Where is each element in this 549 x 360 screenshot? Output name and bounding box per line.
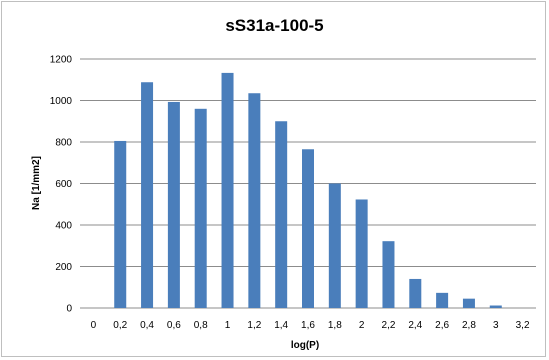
x-tick-label: 3,2 xyxy=(516,320,530,331)
y-tick-label: 600 xyxy=(55,179,72,190)
x-tick-label: 1,4 xyxy=(274,320,288,331)
bar xyxy=(114,140,127,308)
y-tick-label: 1000 xyxy=(50,96,73,107)
y-tick-label: 1200 xyxy=(50,55,73,66)
bar xyxy=(194,108,207,308)
y-tick-label: 800 xyxy=(55,138,72,149)
x-tick-label: 2,6 xyxy=(435,320,449,331)
bar xyxy=(436,292,449,308)
y-tick-labels: 0 200 400 600 800 1000 1200 xyxy=(50,55,73,315)
bar xyxy=(141,82,154,309)
x-tick-label: 1 xyxy=(225,320,231,331)
x-axis-label: log(P) xyxy=(291,340,319,351)
bar xyxy=(328,183,341,308)
x-tick-label: 3 xyxy=(493,320,499,331)
y-axis-label: Na [1/mm2] xyxy=(31,156,42,210)
x-tick-label: 1,8 xyxy=(328,320,342,331)
x-tick-labels: 0 0,2 0,4 0,6 0,8 1 1,2 1,4 1,6 1,8 2 2,2 2,4 2,6 2,8 3… xyxy=(91,320,530,331)
y-tick-label: 0 xyxy=(66,304,72,315)
bar xyxy=(409,278,422,308)
x-tick-label: 2,4 xyxy=(408,320,422,331)
bar xyxy=(302,149,314,308)
bar xyxy=(489,305,502,308)
bar xyxy=(167,101,180,308)
x-tick-label: 0 xyxy=(91,320,97,331)
x-tick-label: 2 xyxy=(359,320,365,331)
bars xyxy=(114,72,502,309)
bar xyxy=(462,298,475,308)
x-tick-label: 0,8 xyxy=(194,320,208,331)
bar xyxy=(355,199,368,308)
x-tick-label: 0,6 xyxy=(167,320,181,331)
x-tick-label: 1,2 xyxy=(247,320,261,331)
y-tick-label: 400 xyxy=(55,221,72,232)
y-tick-label: 200 xyxy=(55,262,72,273)
bar xyxy=(382,241,395,308)
bar xyxy=(221,72,234,308)
x-tick-label: 2,8 xyxy=(462,320,476,331)
bar xyxy=(248,93,261,308)
x-tick-label: 1,6 xyxy=(301,320,315,331)
chart-title: sS31a-100-5 xyxy=(225,16,324,35)
x-tick-label: 0,2 xyxy=(113,320,127,331)
bar xyxy=(275,121,288,308)
x-tick-label: 0,4 xyxy=(140,320,154,331)
x-tick-label: 2,2 xyxy=(382,320,396,331)
